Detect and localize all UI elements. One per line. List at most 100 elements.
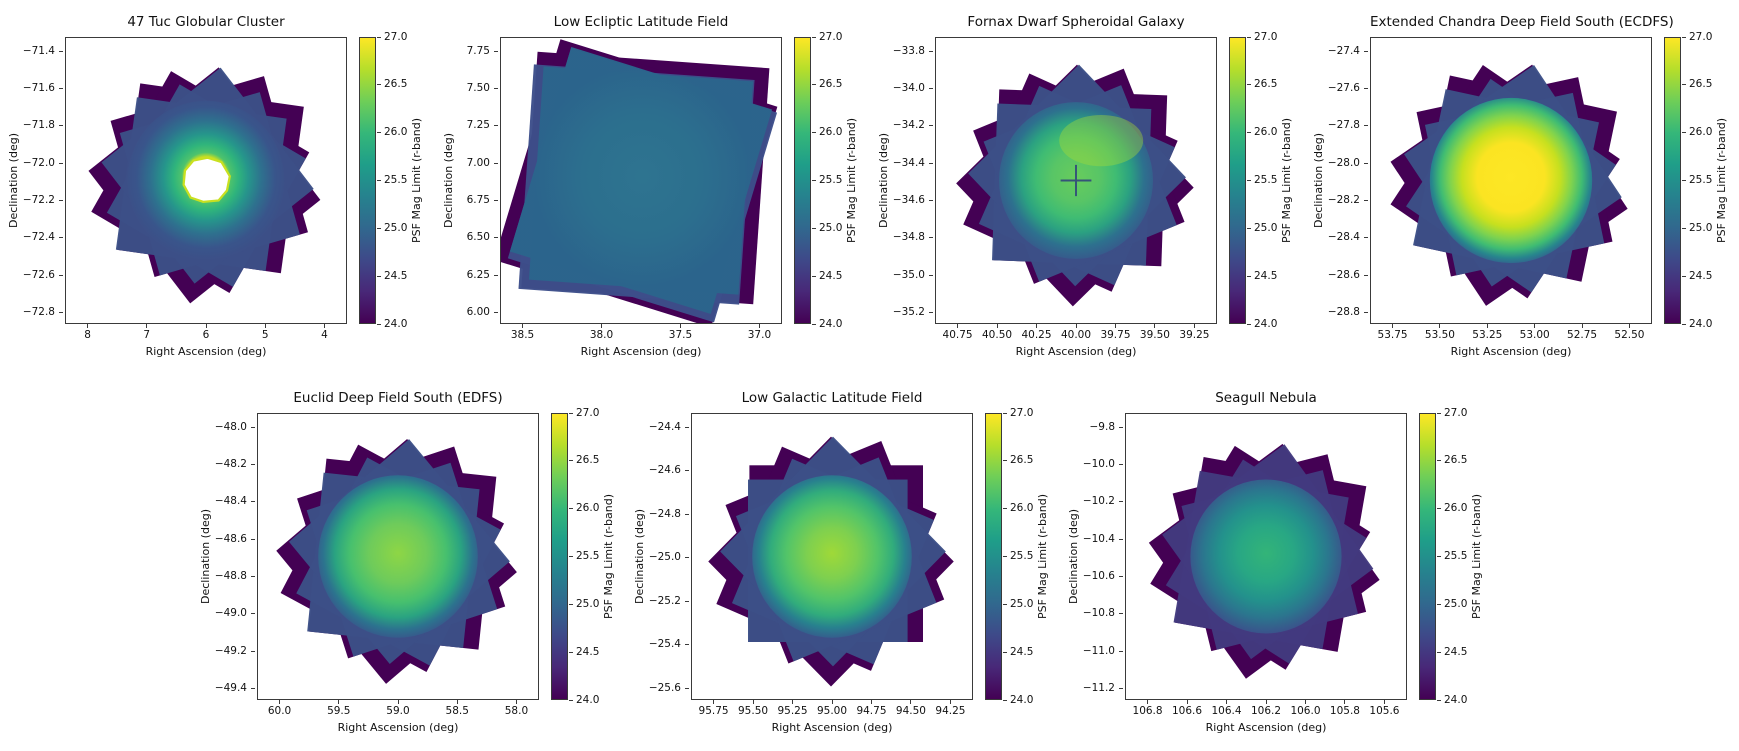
x-tick-label: 53.50	[1424, 329, 1455, 341]
y-tick-mark	[494, 274, 498, 276]
colorbar-tick-mark	[1003, 699, 1007, 701]
x-axis-ticks: 38.5 38.0 37.5 37.0	[500, 324, 782, 344]
y-tick-mark	[1364, 125, 1368, 127]
colorbar-tick-mark	[1682, 323, 1686, 325]
y-tick-label: −25.0	[648, 551, 681, 564]
subplot-extended-chandra-deep-field-south-ecdfs: Extended Chandra Deep Field South (ECDFS…	[1305, 0, 1739, 360]
colorbar-tick-mark	[1437, 460, 1441, 462]
coverage-depth-map	[1390, 64, 1628, 306]
y-axis-ticks: −9.8 −10.0 −10.2 −10.4 −10.6 −10.8 −11.0 −11.2	[1060, 413, 1124, 700]
colorbar-tick-label: 26.0	[819, 126, 843, 139]
colorbar-tick-mark	[377, 36, 381, 38]
x-tick-mark	[323, 324, 325, 328]
x-tick-mark	[279, 700, 281, 704]
x-tick-mark	[1265, 700, 1267, 704]
x-tick-mark	[752, 700, 754, 704]
x-tick-label: 106.6	[1172, 705, 1203, 717]
y-axis-ticks: −27.4 −27.6 −27.8 −28.0 −28.2 −28.4 −28.6 −28.8	[1305, 37, 1369, 324]
y-tick-label: 6.50	[466, 231, 490, 244]
x-tick-label: 4	[321, 329, 328, 341]
x-tick-mark	[515, 700, 517, 704]
subplot-fornax-dwarf-spheroidal-galaxy: Fornax Dwarf Spheroidal Galaxy Declinati…	[870, 0, 1304, 360]
y-tick-mark	[494, 162, 498, 164]
colorbar-tick-mark	[1437, 699, 1441, 701]
colorbar-tick-mark	[1682, 132, 1686, 134]
y-tick-label: −49.0	[214, 607, 247, 620]
y-tick-label: −24.4	[648, 420, 681, 433]
y-tick-label: −72.0	[22, 156, 55, 169]
x-tick-label: 59.5	[327, 705, 351, 717]
colorbar-tick-label: 27.0	[384, 30, 408, 43]
plot-area	[500, 37, 782, 324]
colorbar-tick-label: 25.0	[1689, 221, 1713, 234]
y-axis-ticks: −71.4 −71.6 −71.8 −72.0 −72.2 −72.4 −72.6 −72.8	[0, 37, 64, 324]
y-tick-mark	[494, 125, 498, 127]
x-tick-label: 106.0	[1290, 705, 1321, 717]
y-tick-mark	[929, 237, 933, 239]
subplot-title: Low Galactic Latitude Field	[741, 390, 923, 406]
y-tick-label: −28.8	[1327, 306, 1360, 319]
x-tick-mark	[1392, 324, 1394, 328]
coverage-depth-map	[276, 438, 517, 684]
y-tick-mark	[685, 513, 689, 515]
colorbar-tick-mark	[1437, 651, 1441, 653]
subplot-low-galactic-latitude-field: Low Galactic Latitude Field Declination …	[626, 360, 1060, 751]
y-tick-label: −11.2	[1082, 682, 1115, 695]
y-axis-ticks: −48.0 −48.2 −48.4 −48.6 −48.8 −49.0 −49.2 −49.4	[192, 413, 256, 700]
y-tick-label: −48.4	[214, 495, 247, 508]
coverage-depth-map	[708, 436, 954, 687]
x-tick-label: 58.5	[445, 705, 469, 717]
colorbar-tick-mark	[377, 323, 381, 325]
y-tick-label: −71.6	[22, 82, 55, 95]
y-tick-mark	[1364, 50, 1368, 52]
coverage-depth-map	[88, 67, 321, 304]
x-tick-label: 106.8	[1132, 705, 1163, 717]
x-axis-ticks: 106.8 106.6 106.4 106.2 106.0 105.8 105.6	[1125, 700, 1407, 720]
colorbar-tick-mark	[1247, 84, 1251, 86]
x-axis-label: Right Ascension (deg)	[1015, 345, 1137, 358]
coverage-depth-map	[1148, 443, 1380, 679]
y-tick-label: −24.8	[648, 507, 681, 520]
x-tick-label: 7	[143, 329, 151, 341]
x-tick-label: 53.75	[1377, 329, 1408, 341]
x-tick-label: 53.00	[1519, 329, 1550, 341]
y-tick-label: −72.2	[22, 194, 55, 207]
colorbar-tick-mark	[812, 132, 816, 134]
x-tick-mark	[949, 700, 951, 704]
colorbar-label: PSF Mag Limit (r-band)	[843, 37, 859, 324]
y-tick-mark	[494, 88, 498, 90]
x-tick-mark	[87, 324, 89, 328]
x-tick-label: 94.25	[935, 705, 966, 717]
colorbar-label-text: PSF Mag Limit (r-band)	[409, 118, 423, 243]
colorbar-tick-label: 26.0	[1254, 126, 1278, 139]
colorbar-tick-mark	[1247, 323, 1251, 325]
x-tick-label: 58.0	[504, 705, 529, 717]
x-axis-label: Right Ascension (deg)	[580, 345, 702, 358]
x-tick-label: 39.75	[1100, 329, 1131, 341]
y-tick-label: −72.6	[22, 268, 55, 281]
x-tick-mark	[957, 324, 959, 328]
y-tick-mark	[1364, 88, 1368, 90]
colorbar-tick-label: 26.5	[1689, 78, 1713, 91]
x-tick-label: 37.5	[668, 329, 693, 341]
colorbar-tick-label: 24.5	[1010, 645, 1034, 658]
colorbar-tick-mark	[1003, 460, 1007, 462]
y-axis-ticks: −33.8 −34.0 −34.2 −34.4 −34.6 −34.8 −35.0 −35.2	[870, 37, 934, 324]
y-tick-mark	[251, 426, 255, 428]
x-tick-label: 39.25	[1179, 329, 1210, 341]
colorbar-tick-mark	[812, 323, 816, 325]
colorbar-label-text: PSF Mag Limit (r-band)	[1035, 494, 1049, 619]
x-tick-label: 95.25	[777, 705, 808, 717]
colorbar-tick-label: 27.0	[819, 30, 843, 43]
subplot-title: Fornax Dwarf Spheroidal Galaxy	[967, 14, 1185, 30]
x-tick-mark	[456, 700, 458, 704]
plot-area	[257, 413, 539, 700]
y-tick-label: −28.0	[1327, 156, 1360, 169]
coverage-depth-map	[501, 39, 778, 323]
colorbar-tick-mark	[812, 275, 816, 277]
plot-area	[65, 37, 347, 324]
y-tick-mark	[59, 274, 63, 276]
colorbar-tick-label: 25.0	[384, 221, 408, 234]
x-tick-mark	[601, 324, 603, 328]
x-tick-label: 6	[202, 329, 210, 341]
